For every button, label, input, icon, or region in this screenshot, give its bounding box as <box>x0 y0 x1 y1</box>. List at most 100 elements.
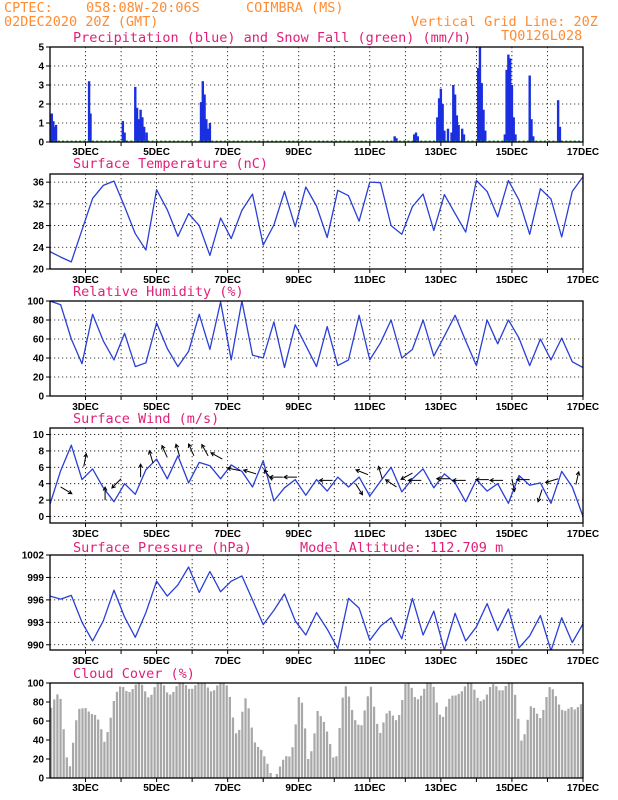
precip-bar <box>446 128 450 142</box>
wind-ytick-label: 2 <box>38 496 44 507</box>
temperature-xtick-label: 9DEC <box>285 275 312 286</box>
precip-bar <box>514 134 517 142</box>
precip-ytick-label: 4 <box>38 62 44 73</box>
precip-bar <box>199 102 203 142</box>
precip-ytick-label: 2 <box>38 100 44 111</box>
cloud-bar <box>300 702 304 778</box>
header-model: TQ0126L028 <box>501 28 582 44</box>
cloud-bar <box>432 686 435 778</box>
cloud-bar <box>363 710 366 778</box>
cloud-bar <box>291 747 294 778</box>
precip-bar <box>484 130 487 142</box>
cloud-bar <box>476 697 479 778</box>
cloud-bar <box>520 740 523 778</box>
cloud-bar <box>282 759 285 778</box>
cloud-bar <box>169 694 172 778</box>
cloud-bar <box>391 715 395 778</box>
precip-bar <box>530 119 533 142</box>
cloud-bar <box>325 731 329 778</box>
precip-bar <box>50 113 53 142</box>
temperature-frame <box>49 173 584 270</box>
cloud-bar <box>131 689 134 778</box>
precip-bar <box>476 67 480 142</box>
cloud-xtick-label: 3DEC <box>72 783 99 794</box>
precip-bar <box>480 83 483 142</box>
cloud-bar <box>498 690 501 778</box>
wind-vector <box>210 452 223 460</box>
cloud-title: Cloud Cover (%) <box>73 666 195 682</box>
cloud-bar <box>222 683 225 778</box>
precip-bar <box>134 86 137 142</box>
cloud-bar <box>166 692 169 778</box>
cloud-bar <box>84 708 87 778</box>
cloud-bar <box>225 685 228 778</box>
wind-vector <box>489 478 504 483</box>
precip-bar <box>393 136 396 142</box>
cloud-bar <box>357 724 360 778</box>
temperature-xtick-label: 15DEC <box>496 275 528 286</box>
header-coords: 058:08W-20:06S <box>86 0 200 16</box>
wind-vector <box>187 443 195 457</box>
humidity-xtick-label: 9DEC <box>285 402 312 413</box>
precip-bar <box>51 121 55 142</box>
cloud-panel: Cloud Cover (%) 0 20 40 60 80 100 3DEC 5DEC 7DEC 9… <box>27 666 599 794</box>
precip-bar <box>135 107 139 142</box>
wind-vector <box>451 478 466 483</box>
precip-ytick-label: 0 <box>38 138 44 149</box>
wind-vector <box>515 477 530 482</box>
cloud-bar <box>137 683 141 778</box>
cloud-ytick-label: 0 <box>38 774 44 785</box>
cloud-bar <box>234 733 238 778</box>
wind-xtick-label: 9DEC <box>285 529 312 540</box>
cloud-bar <box>87 711 90 778</box>
wind-vector <box>354 468 369 476</box>
cloud-bar <box>479 701 482 778</box>
wind-xtick-label: 5DEC <box>143 529 170 540</box>
header-grid-note: Vertical Grid Line: 20Z <box>411 14 598 30</box>
cloud-bar <box>514 694 517 778</box>
cloud-bar <box>548 687 551 778</box>
cloud-bar <box>253 742 257 778</box>
pressure-xtick-label: 13DEC <box>425 656 457 667</box>
precip-bar <box>54 124 58 142</box>
cloud-bar <box>410 687 413 778</box>
precip-bar <box>145 132 148 142</box>
cloud-bar <box>310 751 313 778</box>
cloud-bar <box>59 698 62 778</box>
cloud-bar <box>492 684 495 778</box>
pressure-ytick-label: 993 <box>27 618 44 629</box>
cloud-xtick-label: 17DEC <box>567 783 599 794</box>
cloud-bar <box>106 732 109 778</box>
precip-xtick-label: 17DEC <box>567 147 599 158</box>
humidity-frame <box>49 300 584 397</box>
header-run: 02DEC2020 20Z (GMT) <box>4 14 158 30</box>
precip-bar <box>452 85 455 142</box>
cloud-bar <box>297 697 300 778</box>
cloud-bar <box>159 683 162 778</box>
cloud-bar <box>256 746 260 778</box>
cloud-bar <box>178 683 181 778</box>
precip-bar <box>507 54 510 142</box>
humidity-ytick-label: 80 <box>33 316 45 327</box>
cloud-bar <box>260 749 263 778</box>
precip-bar <box>206 128 210 142</box>
wind-vector <box>174 443 181 457</box>
cloud-bar <box>209 691 213 778</box>
precip-bar <box>437 98 441 142</box>
cloud-bar <box>263 756 266 778</box>
precip-bar <box>528 75 531 142</box>
humidity-xtick-label: 5DEC <box>143 402 170 413</box>
cloud-bar <box>68 766 72 778</box>
cloud-bar <box>115 691 119 778</box>
pressure-ytick-label: 996 <box>27 595 44 606</box>
wind-vector <box>318 478 333 483</box>
wind-vector <box>400 472 413 480</box>
cloud-bar <box>473 689 476 778</box>
wind-vector <box>511 478 517 493</box>
wind-vector <box>111 478 122 489</box>
cloud-bar <box>407 683 410 778</box>
cloud-bar <box>404 683 407 778</box>
precip-bar <box>556 100 560 142</box>
cloud-bar <box>216 685 219 778</box>
